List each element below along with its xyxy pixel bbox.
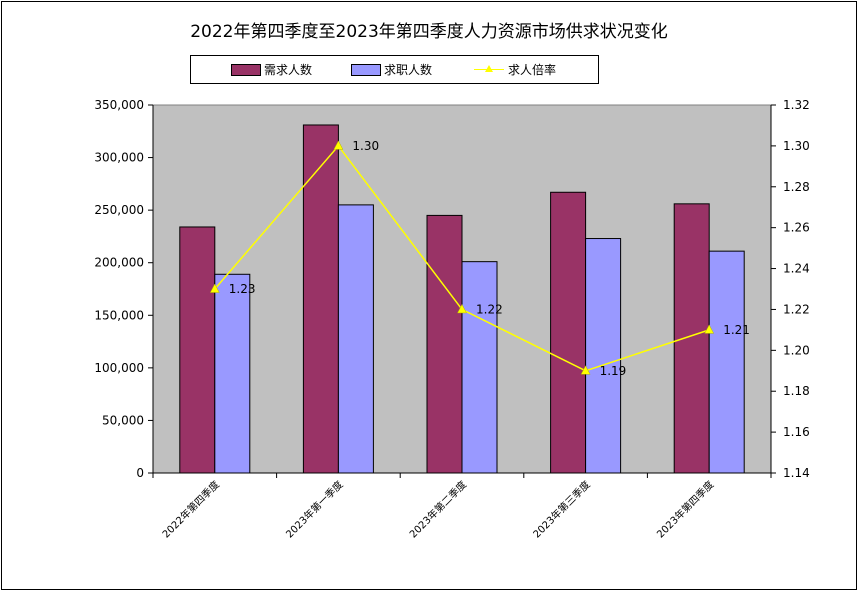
bar-seekers-0 bbox=[214, 273, 251, 474]
chart-legend: 需求人数 求职人数 求人倍率 bbox=[190, 55, 599, 84]
y-right-tick-label-1: 1.16 bbox=[783, 425, 810, 439]
y-right-tick-label-6: 1.26 bbox=[783, 221, 810, 235]
ratio-data-label-2: 1.22 bbox=[476, 302, 503, 316]
y-left-tick-label-5: 250,000 bbox=[94, 203, 144, 217]
legend-swatch-seekers bbox=[351, 63, 381, 76]
legend-swatch-demand bbox=[231, 63, 261, 76]
y-right-tick-label-5: 1.24 bbox=[783, 262, 810, 276]
ratio-point-2 bbox=[457, 303, 467, 314]
y-left-tick-label-1: 50,000 bbox=[102, 413, 144, 427]
y-left-tick-label-7: 350,000 bbox=[94, 98, 144, 112]
ratio-point-4 bbox=[704, 324, 715, 334]
y-left-tick-label-3: 150,000 bbox=[94, 308, 144, 322]
x-tick-label-0: 2022年第四季度 bbox=[159, 478, 222, 541]
y-right-tick-label-8: 1.30 bbox=[783, 139, 810, 153]
bar-demand-2 bbox=[426, 214, 463, 474]
ratio-point-0 bbox=[209, 283, 220, 293]
legend-label-ratio: 求人倍率 bbox=[508, 63, 557, 77]
legend-label-demand: 需求人数 bbox=[264, 63, 313, 77]
x-tick-label-3: 2023年第三季度 bbox=[530, 478, 593, 541]
x-tick-label-2: 2023年第二季度 bbox=[407, 478, 470, 541]
ratio-data-label-3: 1.19 bbox=[600, 364, 627, 378]
ratio-data-label-0: 1.23 bbox=[229, 282, 256, 296]
y-left-tick-label-0: 0 bbox=[136, 466, 144, 480]
y-left-tick-label-4: 200,000 bbox=[94, 256, 144, 270]
ratio-data-label-4: 1.21 bbox=[723, 323, 750, 337]
y-right-tick-label-4: 1.22 bbox=[783, 302, 810, 316]
chart-title: 2022年第四季度至2023年第四季度人力资源市场供求状况变化 bbox=[190, 22, 668, 42]
bar-demand-4 bbox=[673, 203, 710, 474]
y-right-tick-label-7: 1.28 bbox=[783, 180, 810, 194]
y-right-tick-label-9: 1.32 bbox=[783, 98, 810, 112]
bar-seekers-1 bbox=[337, 204, 374, 474]
bar-seekers-2 bbox=[461, 261, 498, 474]
legend-item-demand: 需求人数 bbox=[231, 56, 312, 83]
ratio-point-3 bbox=[580, 365, 591, 375]
y-left-tick-label-6: 300,000 bbox=[94, 151, 144, 165]
x-tick-label-4: 2023年第四季度 bbox=[654, 478, 717, 541]
y-right-tick-label-3: 1.20 bbox=[783, 343, 810, 357]
bar-demand-0 bbox=[179, 226, 216, 474]
legend-item-seekers: 求职人数 bbox=[351, 56, 432, 83]
y-right-tick-label-0: 1.14 bbox=[783, 466, 810, 480]
legend-item-ratio: 求人倍率 bbox=[474, 56, 556, 83]
y-right-tick-label-2: 1.18 bbox=[783, 384, 810, 398]
bar-demand-3 bbox=[550, 191, 587, 474]
legend-label-seekers: 求职人数 bbox=[384, 63, 433, 77]
ratio-data-label-1: 1.30 bbox=[352, 139, 379, 153]
x-tick-label-1: 2023年第一季度 bbox=[283, 478, 346, 541]
bar-demand-1 bbox=[302, 124, 339, 474]
bar-seekers-3 bbox=[585, 238, 622, 474]
y-left-tick-label-2: 100,000 bbox=[94, 361, 144, 375]
ratio-point-1 bbox=[333, 140, 344, 150]
bar-seekers-4 bbox=[708, 250, 745, 474]
legend-marker-ratio bbox=[474, 64, 504, 75]
